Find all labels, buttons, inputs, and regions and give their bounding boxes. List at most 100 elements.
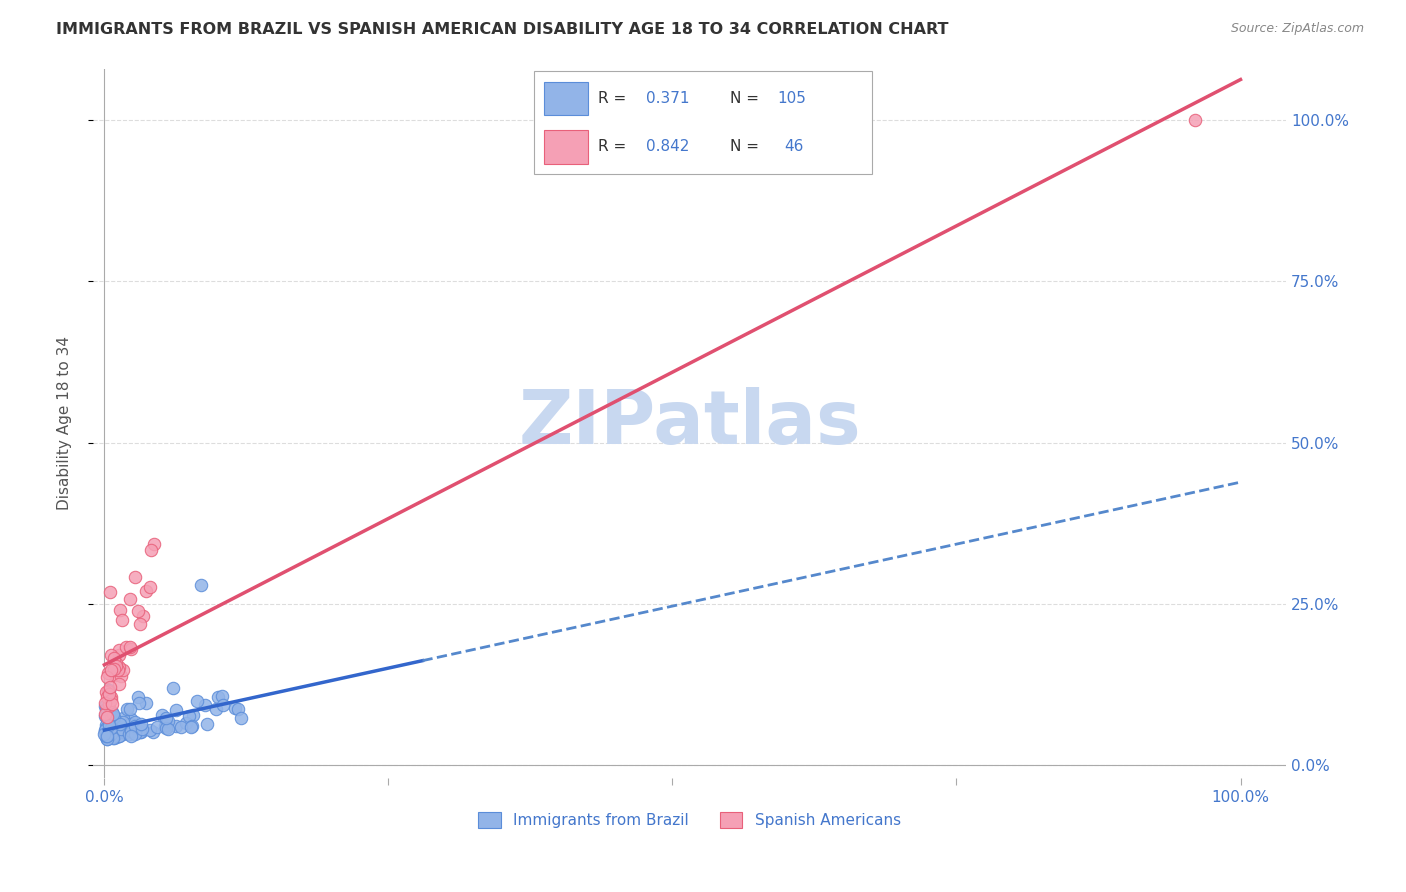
Point <box>97 696 120 710</box>
Point <box>186 694 208 708</box>
Point <box>100 663 122 677</box>
Point <box>117 725 139 739</box>
Point <box>103 710 125 724</box>
FancyBboxPatch shape <box>544 130 588 163</box>
Point <box>93 727 115 741</box>
Point <box>103 662 125 676</box>
Point <box>150 707 173 722</box>
Point <box>127 604 149 618</box>
Point <box>120 723 142 738</box>
Point <box>195 716 218 731</box>
Point <box>103 731 125 745</box>
Point <box>111 725 134 739</box>
Point <box>153 718 176 732</box>
Point <box>112 725 135 739</box>
FancyBboxPatch shape <box>544 82 588 115</box>
Point <box>112 727 135 741</box>
Point <box>97 665 120 680</box>
Point <box>105 723 128 737</box>
Point <box>132 609 155 624</box>
Point <box>125 722 148 736</box>
Point <box>103 706 125 721</box>
Point <box>101 728 124 742</box>
Point <box>118 727 141 741</box>
Point <box>120 712 142 726</box>
Point <box>229 711 252 725</box>
Point <box>139 543 162 558</box>
Point <box>94 731 117 745</box>
Point <box>108 729 131 743</box>
Point <box>112 711 135 725</box>
Text: N =: N = <box>730 90 763 105</box>
Point <box>226 702 249 716</box>
Point <box>96 729 118 743</box>
Point <box>94 699 117 714</box>
Point <box>94 684 117 698</box>
Point <box>115 701 138 715</box>
Point <box>97 688 120 702</box>
Point <box>157 714 180 728</box>
Point <box>111 714 134 729</box>
Point <box>100 729 122 743</box>
Text: ZIPatlas: ZIPatlas <box>519 387 860 460</box>
Point <box>110 669 132 683</box>
Point <box>94 702 117 716</box>
Point <box>94 723 117 738</box>
Point <box>131 722 153 736</box>
Point <box>120 702 142 716</box>
Point <box>205 701 228 715</box>
Text: Source: ZipAtlas.com: Source: ZipAtlas.com <box>1230 22 1364 36</box>
Point <box>100 727 122 741</box>
Point <box>110 717 132 731</box>
Point <box>134 696 156 710</box>
Point <box>169 720 191 734</box>
FancyBboxPatch shape <box>534 71 872 174</box>
Y-axis label: Disability Age 18 to 34: Disability Age 18 to 34 <box>58 336 72 510</box>
Text: 0.371: 0.371 <box>645 90 689 105</box>
Point <box>155 721 177 735</box>
Point <box>124 727 146 741</box>
Text: 105: 105 <box>778 90 806 105</box>
Point <box>97 684 120 698</box>
Point <box>97 728 120 742</box>
Point <box>124 570 146 584</box>
Point <box>101 705 124 719</box>
Point <box>127 690 149 704</box>
Point <box>108 643 131 657</box>
Point <box>129 725 152 739</box>
Point <box>108 726 131 740</box>
Point <box>139 723 162 737</box>
Point <box>96 724 118 739</box>
Point <box>96 670 118 684</box>
Text: R =: R = <box>599 139 631 153</box>
Point <box>174 716 197 731</box>
Point <box>96 712 118 726</box>
Point <box>108 729 131 743</box>
Point <box>120 729 142 743</box>
Point <box>107 648 129 662</box>
Point <box>194 698 217 713</box>
Point <box>181 719 204 733</box>
Point <box>101 731 124 745</box>
Point <box>107 660 129 674</box>
Point <box>104 657 127 671</box>
Text: N =: N = <box>730 139 763 153</box>
Point <box>96 690 118 704</box>
Point <box>120 592 142 607</box>
Point <box>97 723 120 738</box>
Point <box>104 730 127 744</box>
Point <box>128 696 150 710</box>
Point <box>118 717 141 731</box>
Point <box>156 723 179 737</box>
Point <box>98 585 121 599</box>
Point <box>110 603 132 617</box>
Point <box>104 668 127 682</box>
Point <box>100 648 122 663</box>
Point <box>100 721 122 735</box>
Point <box>165 719 187 733</box>
Point <box>120 640 142 654</box>
Point <box>207 690 229 704</box>
Point <box>94 718 117 732</box>
Point <box>103 651 125 665</box>
Point <box>110 723 132 737</box>
